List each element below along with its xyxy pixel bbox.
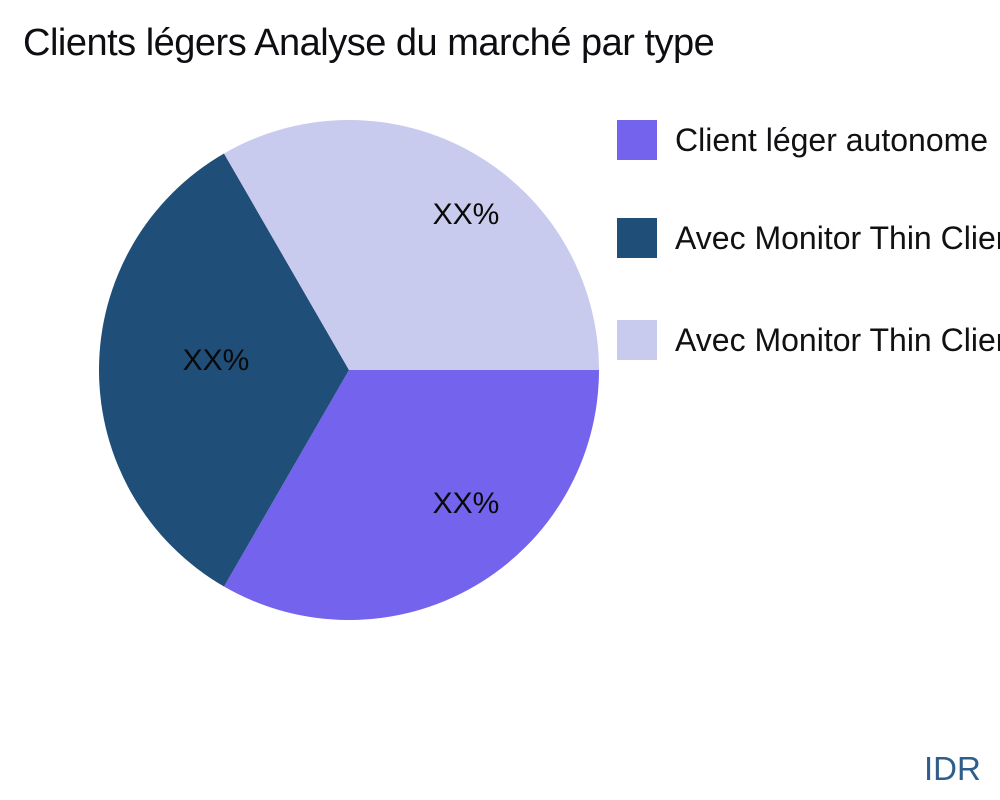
legend-item-avec-monitor-thin-client-2: Avec Monitor Thin Client — [617, 320, 1000, 360]
pie-slice-avec-monitor-thin-client — [99, 153, 349, 587]
slice-value-label-avec-monitor-thin-client-2: XX% — [432, 198, 500, 231]
legend-item-label: Avec Monitor Thin Client — [675, 219, 1000, 256]
slice-value-label-avec-monitor-thin-client: XX% — [182, 344, 250, 377]
legend-item-label: Avec Monitor Thin Client — [675, 321, 1000, 358]
legend-swatch-icon — [617, 320, 657, 360]
legend-item-label: Client léger autonome — [675, 121, 989, 158]
chart-title: Clients légers Analyse du marché par typ… — [23, 22, 715, 64]
legend-item-avec-monitor-thin-client: Avec Monitor Thin Client — [617, 218, 1000, 258]
legend-item-client-leger-autonome: Client léger autonome — [617, 120, 988, 160]
pie-slice-client-leger-autonome — [224, 370, 599, 620]
legend-swatch-icon — [617, 218, 657, 258]
watermark-idr: IDR — [924, 750, 981, 787]
slice-value-label-client-leger-autonome: XX% — [432, 487, 500, 520]
pie-slice-avec-monitor-thin-client-2 — [224, 120, 599, 370]
legend-swatch-icon — [617, 120, 657, 160]
pie-chart — [99, 120, 599, 620]
